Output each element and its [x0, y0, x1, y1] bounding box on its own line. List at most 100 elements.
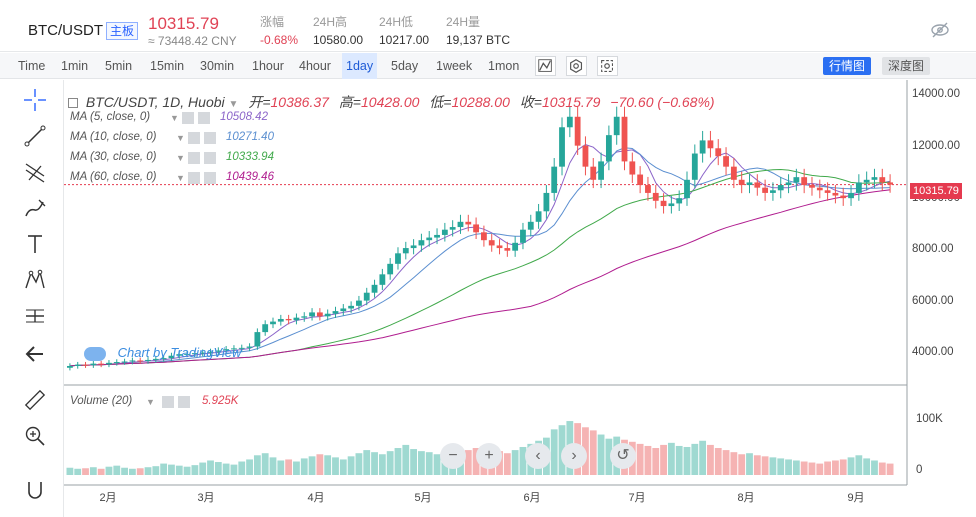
volume-bar [511, 450, 519, 475]
reset-button[interactable]: ↺ [610, 443, 636, 469]
volume-legend[interactable]: Volume (20) ▼ 5.925K [70, 395, 238, 408]
zoom-in-button[interactable]: + [476, 443, 502, 469]
volume-tick-label: 100K [916, 413, 943, 425]
ma-dropdown-icon[interactable]: ▼ [176, 153, 185, 163]
trendline-tool[interactable] [20, 122, 50, 150]
stat-high: 24H高 10580.00 [313, 14, 363, 49]
candle-body [348, 305, 355, 309]
pair-name[interactable]: BTC/USDT [28, 22, 103, 39]
tf-time[interactable]: Time [18, 59, 46, 73]
magnet-icon [28, 482, 42, 499]
volume-bar [847, 457, 855, 475]
gear-icon[interactable] [162, 396, 174, 408]
candle-body [785, 182, 792, 186]
close-icon[interactable] [204, 172, 216, 184]
measure-icon [26, 309, 44, 323]
ma5-legend[interactable]: MA (5, close, 0) ▼ 10508.42 [70, 111, 268, 124]
y-tick-label: 14000.00 [912, 88, 960, 100]
ma-value: 10439.46 [226, 171, 274, 183]
view-depth-button[interactable]: 深度图 [882, 57, 931, 75]
pattern-tool[interactable] [20, 266, 50, 294]
fib-tool[interactable] [20, 158, 50, 186]
volume-bar [97, 468, 105, 475]
volume-bar [136, 468, 144, 475]
view-candle-button[interactable]: 行情图 [823, 57, 872, 75]
candle-body [840, 195, 847, 199]
gear-icon[interactable] [188, 172, 200, 184]
back-tool[interactable] [20, 340, 50, 368]
tradingview-watermark[interactable]: Chart by TradingView [84, 345, 241, 361]
candle-body [629, 161, 636, 175]
candle-body [137, 360, 144, 362]
volume-dropdown-icon[interactable]: ▼ [146, 397, 155, 407]
ma-dropdown-icon[interactable]: ▼ [176, 133, 185, 143]
candle-body [90, 363, 97, 366]
chart-area[interactable]: BTC/USDT, 1D, Huobi ▼ 开=10386.37 高=10428… [64, 80, 976, 517]
tf-1min[interactable]: 1min [61, 59, 89, 73]
close-icon[interactable] [204, 152, 216, 164]
legend-dropdown-icon[interactable]: ▼ [228, 99, 239, 110]
measure-tool[interactable] [20, 302, 50, 330]
candle-body [371, 284, 378, 293]
scroll-right-button[interactable]: › [561, 443, 587, 469]
tf-30min[interactable]: 30min [200, 59, 235, 73]
magnet-tool[interactable] [20, 476, 50, 504]
candle-body [223, 349, 230, 351]
tf-1week[interactable]: 1week [436, 59, 473, 73]
gear-icon[interactable] [182, 112, 194, 124]
volume-bar [691, 443, 699, 475]
settings-button[interactable] [566, 56, 587, 76]
zoom-out-button[interactable]: − [440, 443, 466, 469]
ma10-legend[interactable]: MA (10, close, 0) ▼ 10271.40 [70, 131, 274, 144]
close-icon[interactable] [204, 132, 216, 144]
candle-body [184, 353, 190, 355]
volume-bar [730, 452, 738, 475]
ma-dropdown-icon[interactable]: ▼ [176, 173, 185, 183]
volume-bar [230, 464, 238, 475]
ruler-tool[interactable] [20, 386, 50, 414]
close-icon[interactable] [198, 112, 210, 124]
legend-high-label: 高= [338, 94, 361, 110]
collapse-icon[interactable] [68, 98, 78, 109]
candle-body [637, 174, 644, 186]
eye-off-icon[interactable] [930, 20, 950, 40]
volume-bar [207, 460, 214, 475]
tf-1day[interactable]: 1day [342, 53, 378, 79]
volume-bar [324, 455, 332, 475]
gear-icon[interactable] [188, 132, 200, 144]
x-tick-label: 7月 [628, 492, 646, 504]
ma30-legend[interactable]: MA (30, close, 0) ▼ 10333.94 [70, 151, 274, 164]
text-tool[interactable] [20, 230, 50, 258]
chart-type-button[interactable] [535, 56, 556, 76]
tf-1hour[interactable]: 1hour [252, 59, 284, 73]
tf-5min[interactable]: 5min [105, 59, 133, 73]
crosshair-tool[interactable] [20, 86, 50, 114]
candle-body [332, 311, 339, 314]
volume-bar [191, 465, 199, 475]
volume-bar [800, 461, 808, 475]
tf-15min[interactable]: 15min [150, 59, 185, 73]
ma60-legend[interactable]: MA (60, close, 0) ▼ 10439.46 [70, 171, 274, 184]
ma-dropdown-icon[interactable]: ▼ [170, 113, 179, 123]
tf-4hour[interactable]: 4hour [299, 59, 331, 73]
volume-bar [394, 448, 402, 475]
screenshot-button[interactable] [597, 56, 618, 76]
tf-1mon[interactable]: 1mon [488, 59, 520, 73]
zoom-tool[interactable] [20, 422, 50, 450]
tf-5day[interactable]: 5day [391, 59, 419, 73]
chart-svg[interactable] [64, 80, 976, 517]
candle-body [770, 190, 776, 193]
ma-label: MA (30, close, 0) [70, 151, 157, 163]
volume-bar [871, 460, 878, 475]
volume-bar [652, 448, 660, 475]
candle-body [543, 192, 550, 212]
brush-tool[interactable] [20, 194, 50, 222]
gear-icon[interactable] [188, 152, 200, 164]
x-tick-label: 2月 [99, 492, 117, 504]
candle-body [816, 187, 823, 191]
y-tick-label: 12000.00 [912, 140, 960, 152]
legend-open: 10386.37 [270, 94, 329, 110]
scroll-left-button[interactable]: ‹ [525, 443, 551, 469]
volume-bar [144, 467, 152, 475]
close-icon[interactable] [178, 396, 190, 408]
